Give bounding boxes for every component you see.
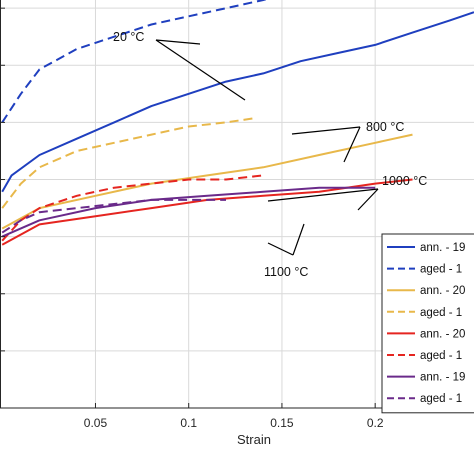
legend-entry: ann. - 19 xyxy=(420,372,465,384)
legend-box xyxy=(381,233,474,414)
series-line-7 xyxy=(1,198,226,234)
legend-entry: aged - 1 xyxy=(420,264,462,276)
axes: 0.05 0.1 0.15 0.2 Strain xyxy=(0,0,474,447)
series-line-2 xyxy=(1,133,413,230)
series-line-5 xyxy=(1,174,264,242)
annotations: 20 °C 800 °C 1000 °C 1100 °C xyxy=(113,30,427,279)
legend-entry: ann. - 20 xyxy=(420,328,465,340)
annotation-arrow xyxy=(267,242,294,256)
annotation-label-1100c: 1100 °C xyxy=(264,265,308,279)
series-line-6 xyxy=(1,186,376,238)
legend-entry: aged - 1 xyxy=(420,350,462,362)
series-line-3 xyxy=(1,117,255,209)
annotation-arrow xyxy=(155,39,246,101)
annotation-label-20c: 20 °C xyxy=(113,30,144,44)
legend-entry: ann. - 19 xyxy=(420,242,465,254)
annotation-arrow xyxy=(155,39,201,45)
x-tick-label: 0.05 xyxy=(84,416,108,430)
legend-entry: aged - 1 xyxy=(420,307,462,319)
series-line-0 xyxy=(1,11,474,193)
legend-entry: aged - 1 xyxy=(420,393,462,405)
annotation-arrow xyxy=(357,188,379,211)
annotation-label-800c: 800 °C xyxy=(366,120,404,134)
legend-entry: ann. - 20 xyxy=(420,285,465,297)
x-tick-label: 0.1 xyxy=(180,416,197,430)
x-tick-label: 0.2 xyxy=(367,416,384,430)
annotation-arrow xyxy=(292,223,305,256)
annotation-arrow xyxy=(291,126,361,135)
legend: ann. - 19 aged - 1 ann. - 20 aged - 1 ann. -… xyxy=(381,233,474,414)
annotation-arrow xyxy=(267,188,379,202)
x-axis-title: Strain xyxy=(237,432,271,447)
annotation-arrow xyxy=(343,126,361,163)
series-line-1 xyxy=(1,0,268,123)
annotation-label-1000c: 1000 °C xyxy=(382,174,427,188)
x-tick-label: 0.15 xyxy=(270,416,294,430)
series-group xyxy=(1,0,474,246)
